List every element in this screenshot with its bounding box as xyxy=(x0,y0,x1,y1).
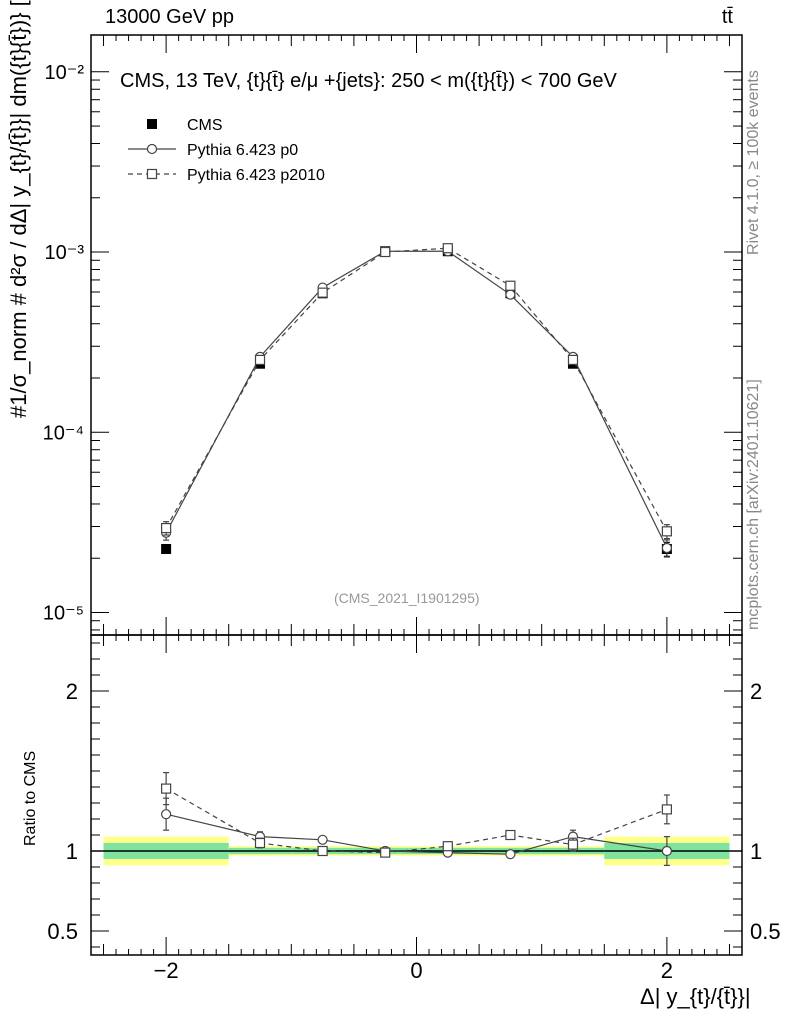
main-y-tick-label-3: 10⁻⁵ xyxy=(43,602,84,624)
rivet-version-label: Rivet 4.1.0, ≥ 100k events xyxy=(745,70,762,255)
main-point-pythia-6-423-p2010-1 xyxy=(254,354,266,366)
legend-marker-cms xyxy=(147,119,157,129)
main-point-pythia-6-423-p2010-5 xyxy=(505,280,516,291)
x-tick-label-1: 0 xyxy=(410,958,422,983)
main-line-pythia-6-423-p0 xyxy=(165,250,668,549)
ratio-line-pythia-6-423-p0 xyxy=(165,813,667,855)
main-point-pythia-6-423-p2010-7 xyxy=(661,526,672,537)
main-y-tick-label-2: 10⁻⁴ xyxy=(43,422,84,444)
legend-marker-pythia-6-423-p0 xyxy=(146,143,158,155)
main-y-tick-label-1: 10⁻³ xyxy=(45,242,85,264)
ratio-point-pythia-6-423-p0-5 xyxy=(505,849,516,860)
data-series xyxy=(161,243,672,867)
main-point-pythia-6-423-p0-7 xyxy=(661,542,672,554)
ratio-point-pythia-6-423-p2010-7 xyxy=(661,804,672,815)
ratio-point-pythia-6-423-p2010-4 xyxy=(442,841,453,852)
main-point-pythia-6-423-p2010-2 xyxy=(317,287,328,298)
legend-label-pythia-6-423-p2010: Pythia 6.423 p2010 xyxy=(187,167,325,184)
ratio-panel-frame xyxy=(90,634,743,956)
ratio-line-pythia-6-423-p2010 xyxy=(165,788,668,854)
main-y-tick-label-0: 10⁻² xyxy=(45,62,85,84)
analysis-id: (CMS_2021_I1901295) xyxy=(334,590,480,606)
ratio-point-pythia-6-423-p2010-1 xyxy=(254,837,266,849)
legend-marker-pythia-6-423-p2010 xyxy=(146,168,158,180)
legend-label-pythia-6-423-p0: Pythia 6.423 p0 xyxy=(187,142,298,159)
main-point-pythia-6-423-p2010-6 xyxy=(567,354,579,366)
ratio-point-pythia-6-423-p2010-0 xyxy=(161,783,172,794)
x-tick-label-2: 2 xyxy=(661,958,673,983)
ratio-y-axis-label: Ratio to CMS xyxy=(22,750,39,846)
ratio-point-pythia-6-423-p0-7 xyxy=(661,845,672,857)
tick-labels: −2 0 2 10⁻² 10⁻³ 10⁻⁴ 10⁻⁵ 2 2 1 1 0.5 0.5 xyxy=(43,62,781,983)
ratio-y-tick-label-right-0: 2 xyxy=(750,679,762,704)
ratio-y-tick-label-left-0: 2 xyxy=(66,679,78,704)
ratio-point-pythia-6-423-p2010-3 xyxy=(380,847,391,858)
main-line-pythia-6-423-p2010 xyxy=(165,247,668,532)
legend: CMS Pythia 6.423 p0 Pythia 6.423 p2010 xyxy=(128,117,325,184)
main-point-pythia-6-423-p0-5 xyxy=(505,289,516,300)
main-point-pythia-6-423-p2010-4 xyxy=(442,243,453,254)
ratio-point-pythia-6-423-p2010-5 xyxy=(505,829,516,841)
ratio-y-tick-label-right-2: 0.5 xyxy=(750,919,781,944)
ratio-point-pythia-6-423-p2010-6 xyxy=(567,839,579,850)
main-point-pythia-6-423-p2010-0 xyxy=(161,522,172,534)
ratio-point-pythia-6-423-p0-0 xyxy=(161,809,172,820)
legend-label-cms: CMS xyxy=(187,117,223,134)
process-label: tt̄ xyxy=(721,6,733,28)
x-tick-label-0: −2 xyxy=(154,958,179,983)
ratio-y-tick-label-right-1: 1 xyxy=(750,839,762,864)
main-point-cms-0 xyxy=(161,544,172,555)
y-axis-label: #1/σ_norm # d²σ / dΔ| y_{t}/{t̄}}| dm({t… xyxy=(6,0,31,418)
mcplots-label: mcplots.cern.ch [arXiv:2401.10621] xyxy=(745,379,762,630)
ratio-y-tick-label-left-2: 0.5 xyxy=(47,919,78,944)
beam-label: 13000 GeV pp xyxy=(105,6,234,28)
x-axis-label: Δ| y_{t}/{t̄}}| xyxy=(640,984,751,1009)
ratio-point-pythia-6-423-p2010-2 xyxy=(317,845,328,857)
axis-ticks xyxy=(91,35,742,955)
main-point-pythia-6-423-p2010-3 xyxy=(380,246,391,258)
ratio-y-tick-label-left-1: 1 xyxy=(66,839,78,864)
ratio-point-pythia-6-423-p0-2 xyxy=(317,834,328,845)
plot-title: CMS, 13 TeV, {t}{t̄} e/μ +{jets}: 250 < … xyxy=(120,70,617,92)
